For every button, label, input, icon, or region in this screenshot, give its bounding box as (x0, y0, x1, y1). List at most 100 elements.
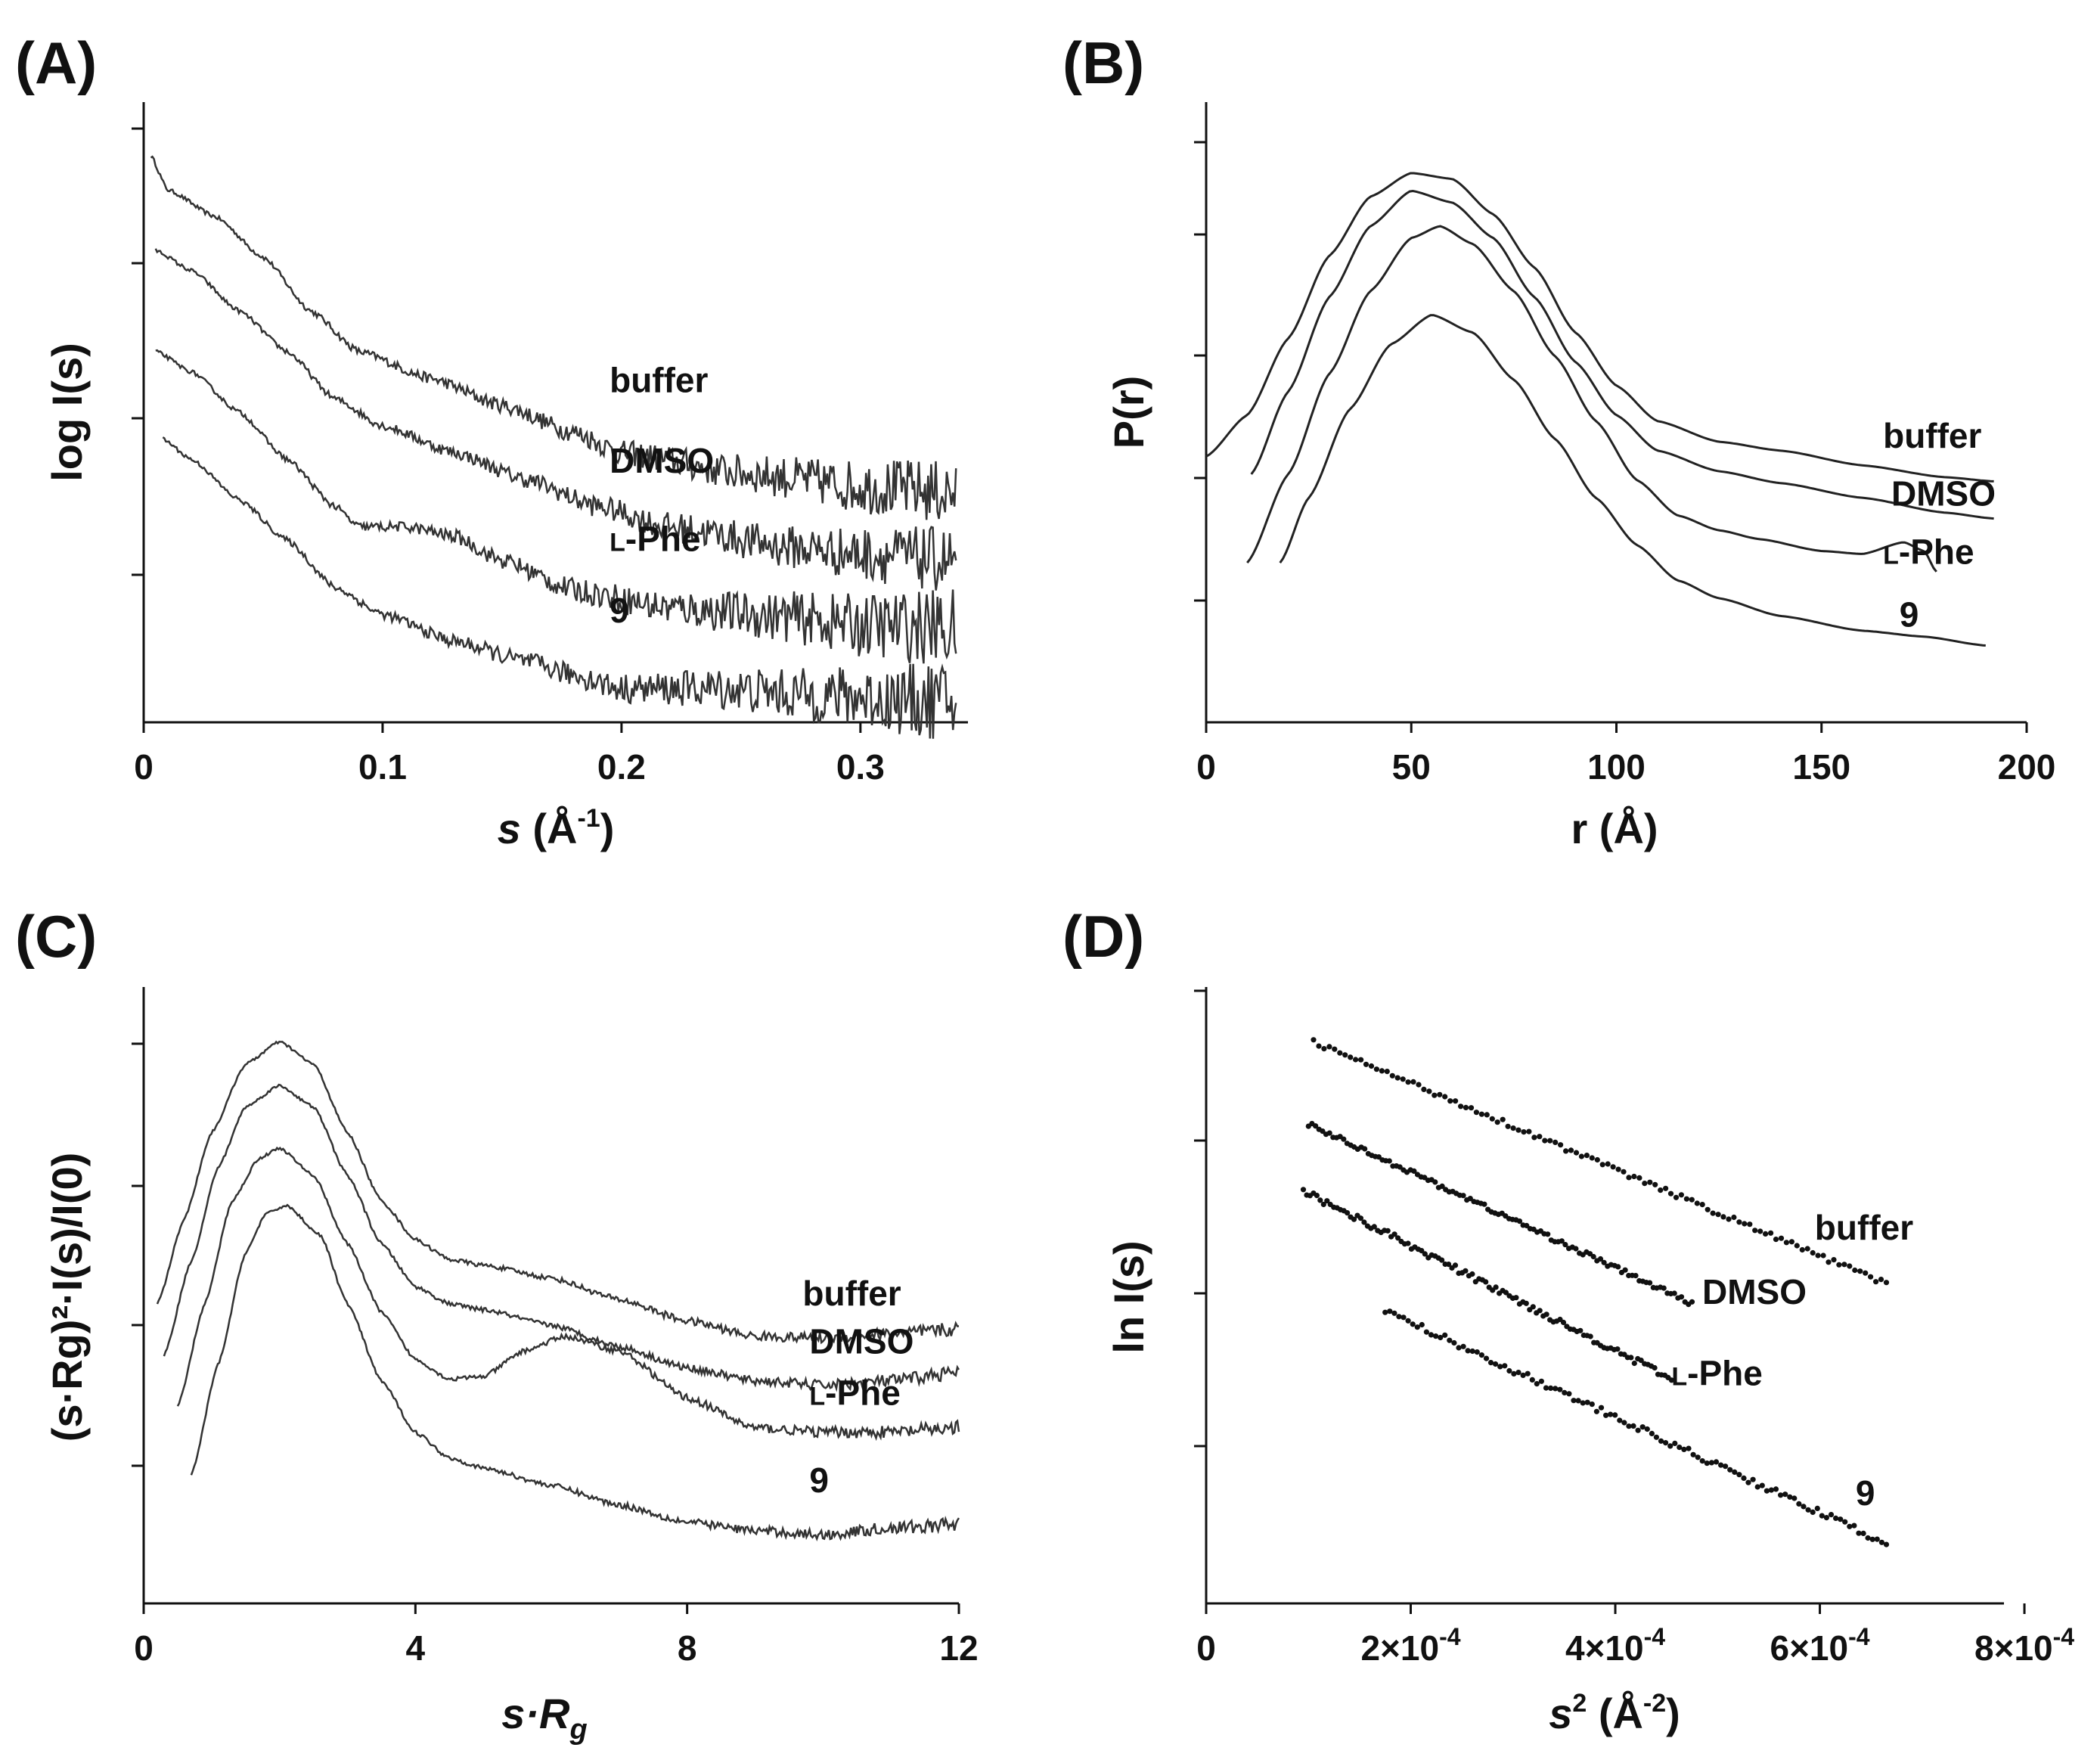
scatter-point-9 (1593, 1408, 1599, 1414)
scatter-point-buffer (1873, 1279, 1879, 1285)
scatter-point-9 (1708, 1460, 1714, 1466)
scatter-point-buffer (1605, 1161, 1611, 1167)
scatter-point-buffer (1442, 1094, 1448, 1100)
series-label: L-Phe (809, 1373, 900, 1412)
scatter-point-buffer (1652, 1181, 1658, 1187)
scatter-point-L-Phe (1391, 1231, 1397, 1237)
scatter-point-L-Phe (1395, 1235, 1401, 1241)
series-label: L-Phe (610, 520, 700, 559)
scatter-point-9 (1511, 1370, 1517, 1377)
scatter-point-9 (1860, 1530, 1866, 1536)
panel-d-y-title: ln I(s) (1105, 1240, 1152, 1353)
scatter-point-9 (1658, 1438, 1664, 1444)
scatter-point-buffer (1568, 1147, 1574, 1153)
scatter-point-9 (1639, 1424, 1646, 1430)
panel-a-x-title: s (Å-1) (498, 804, 615, 852)
curve-DMSO (1250, 189, 1994, 520)
scatter-point-buffer (1621, 1169, 1627, 1175)
scatter-point-9 (1630, 1423, 1636, 1429)
scatter-point-9 (1814, 1505, 1820, 1511)
scatter-point-9 (1474, 1349, 1480, 1355)
panel-c-y-title: (s·Rg)²·I(s)/I(0) (43, 1153, 91, 1442)
scatter-point-9 (1763, 1488, 1770, 1494)
scatter-point-DMSO (1326, 1130, 1332, 1136)
scatter-point-buffer (1447, 1098, 1453, 1104)
scatter-point-9 (1396, 1314, 1402, 1320)
panel-b-series-labels: buffer DMSO L-Phe 9 (1883, 416, 1996, 635)
scatter-point-buffer (1705, 1206, 1711, 1212)
series-label: DMSO (1702, 1272, 1807, 1311)
x-tick-label: 100 (1587, 747, 1646, 787)
scatter-point-9 (1571, 1398, 1577, 1404)
scatter-point-buffer (1363, 1061, 1369, 1067)
scatter-point-L-Phe (1371, 1224, 1377, 1230)
scatter-point-buffer (1589, 1155, 1595, 1161)
scatter-point-9 (1419, 1321, 1425, 1328)
scatter-point-buffer (1558, 1142, 1564, 1148)
panel-b-y-title: P(r) (1105, 376, 1152, 449)
scatter-point-buffer (1416, 1082, 1422, 1088)
curve-L-Phe (176, 1146, 960, 1442)
x-tick-label: 8 (678, 1628, 697, 1668)
x-tick-label: 0 (134, 1628, 154, 1668)
scatter-point-buffer (1757, 1228, 1763, 1234)
scatter-point-L-Phe (1345, 1210, 1351, 1216)
scatter-point-buffer (1394, 1075, 1401, 1081)
scatter-point-9 (1810, 1509, 1816, 1515)
scatter-point-9 (1791, 1495, 1798, 1501)
scatter-point-DMSO (1622, 1267, 1628, 1273)
scatter-point-DMSO (1615, 1264, 1621, 1270)
scatter-point-9 (1686, 1445, 1692, 1451)
scatter-point-9 (1456, 1345, 1462, 1351)
scatter-point-9 (1483, 1355, 1490, 1361)
curve-buffer (150, 155, 957, 520)
scatter-point-buffer (1831, 1257, 1837, 1263)
scatter-point-buffer (1642, 1181, 1648, 1187)
scatter-point-9 (1672, 1440, 1678, 1446)
scatter-point-L-Phe (1361, 1219, 1367, 1225)
panel-c-x-title: s·Rg (501, 1690, 587, 1746)
scatter-point-9 (1589, 1401, 1595, 1408)
scatter-point-buffer (1468, 1105, 1475, 1111)
series-label: buffer (802, 1274, 901, 1313)
scatter-point-9 (1612, 1412, 1618, 1418)
series-label: DMSO (610, 441, 714, 480)
scatter-point-9 (1410, 1321, 1416, 1327)
scatter-point-DMSO (1313, 1123, 1319, 1129)
scatter-point-buffer (1815, 1252, 1821, 1259)
scatter-point-DMSO (1689, 1299, 1695, 1305)
scatter-point-buffer (1311, 1037, 1317, 1043)
scatter-point-buffer (1626, 1175, 1632, 1181)
scatter-point-buffer (1610, 1164, 1616, 1170)
scatter-point-buffer (1353, 1057, 1359, 1063)
scatter-point-L-Phe (1439, 1257, 1445, 1263)
scatter-point-buffer (1368, 1063, 1375, 1069)
scatter-point-9 (1778, 1492, 1784, 1498)
scatter-point-DMSO (1411, 1168, 1417, 1174)
scatter-point-9 (1801, 1504, 1807, 1510)
series-label: buffer (610, 360, 708, 399)
scatter-point-buffer (1726, 1216, 1732, 1222)
scatter-point-buffer (1788, 1239, 1794, 1245)
scatter-point-buffer (1494, 1119, 1500, 1125)
scatter-point-L-Phe (1530, 1304, 1536, 1310)
scatter-point-9 (1465, 1348, 1471, 1354)
series-label: L-Phe (1671, 1353, 1762, 1392)
scatter-point-9 (1423, 1329, 1429, 1335)
scatter-point-L-Phe (1385, 1228, 1391, 1234)
scatter-point-DMSO (1439, 1183, 1445, 1189)
scatter-point-buffer (1426, 1088, 1432, 1094)
scatter-point-DMSO (1678, 1294, 1685, 1300)
scatter-point-L-Phe (1668, 1377, 1674, 1383)
scatter-point-9 (1538, 1378, 1544, 1384)
scatter-point-9 (1575, 1398, 1581, 1404)
panel-a-series-labels: buffer DMSO L-Phe 9 (610, 360, 714, 630)
scatter-point-L-Phe (1493, 1284, 1499, 1290)
scatter-point-buffer (1384, 1069, 1390, 1075)
scatter-point-9 (1741, 1475, 1747, 1481)
series-label: 9 (1856, 1473, 1875, 1513)
scatter-point-DMSO (1524, 1222, 1530, 1229)
scatter-point-L-Phe (1357, 1215, 1363, 1221)
scatter-point-9 (1433, 1333, 1439, 1339)
scatter-point-9 (1754, 1484, 1760, 1490)
